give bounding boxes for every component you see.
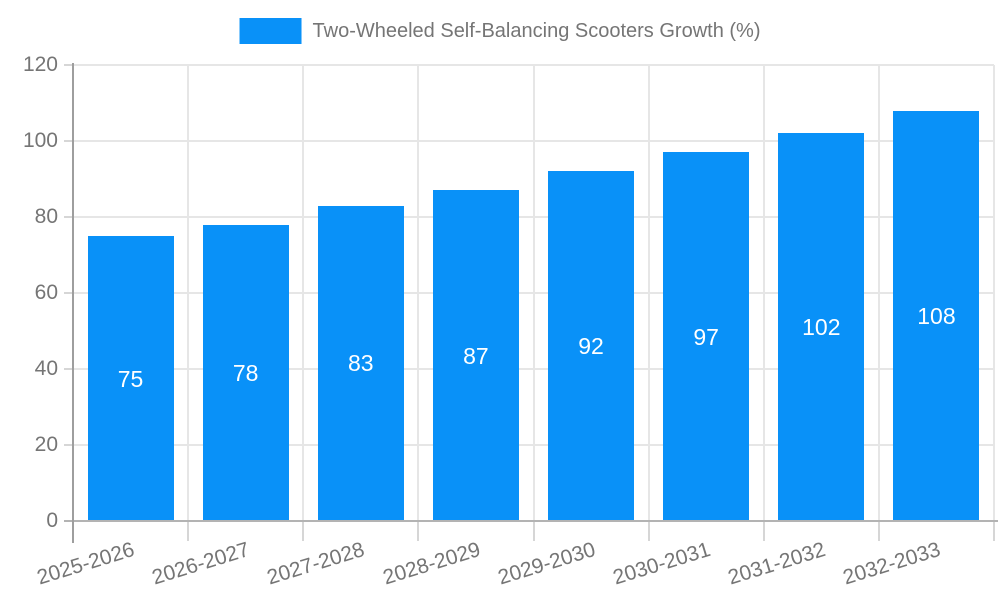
x-tick <box>647 521 650 541</box>
y-tick-label: 40 <box>34 357 58 380</box>
x-tick-label: 2030-2031 <box>610 538 713 590</box>
x-tick <box>993 521 995 541</box>
bar[interactable] <box>87 236 174 521</box>
x-gridline <box>302 65 305 521</box>
x-gridline <box>647 65 650 521</box>
bar[interactable] <box>778 133 865 521</box>
y-tick-label: 0 <box>46 509 58 532</box>
x-tick <box>187 521 190 541</box>
x-gridline <box>762 65 765 521</box>
y-axis-line <box>72 63 74 543</box>
bar-value-label: 75 <box>117 365 144 392</box>
x-gridline <box>993 65 995 521</box>
x-tick-label: 2027-2028 <box>264 538 368 590</box>
bar-value-label: 92 <box>578 333 604 360</box>
x-tick-label: 2025-2026 <box>34 538 138 590</box>
x-gridline <box>417 65 420 521</box>
y-tick <box>64 64 73 66</box>
x-tick-label: 2028-2029 <box>379 538 483 590</box>
bar-value-label: 102 <box>802 314 841 341</box>
y-tick-label: 100 <box>22 129 58 152</box>
bar[interactable] <box>548 171 635 521</box>
legend[interactable]: Two-Wheeled Self-Balancing Scooters Grow… <box>239 18 761 44</box>
bar[interactable] <box>202 224 289 521</box>
bar-value-label: 108 <box>917 302 956 329</box>
y-tick <box>64 368 73 370</box>
y-tick-label: 120 <box>22 53 58 76</box>
legend-label: Two-Wheeled Self-Balancing Scooters Grow… <box>312 19 761 42</box>
bar-value-label: 83 <box>348 350 374 377</box>
x-axis-line <box>64 520 998 522</box>
y-tick-label: 60 <box>34 281 58 304</box>
bar[interactable] <box>893 110 980 521</box>
x-gridline <box>532 65 535 521</box>
legend-swatch-icon <box>239 18 302 44</box>
bar[interactable] <box>432 190 519 521</box>
x-tick-label: 2026-2027 <box>149 538 253 590</box>
bar-value-label: 87 <box>463 342 489 369</box>
y-tick <box>64 140 73 142</box>
x-tick <box>762 521 765 541</box>
x-tick <box>532 521 535 541</box>
y-tick <box>64 216 73 218</box>
x-tick-label: 2029-2030 <box>495 538 598 590</box>
y-tick <box>64 292 73 294</box>
x-tick-label: 2032-2033 <box>840 538 944 590</box>
y-tick-label: 80 <box>34 205 58 228</box>
bar[interactable] <box>663 152 750 521</box>
bar-value-label: 97 <box>693 323 719 350</box>
y-tick <box>64 444 73 446</box>
x-tick <box>877 521 880 541</box>
x-gridline <box>877 65 880 521</box>
x-tick-label: 2031-2032 <box>725 538 829 590</box>
x-tick <box>417 521 420 541</box>
x-tick <box>302 521 305 541</box>
x-gridline <box>187 65 190 521</box>
bar-value-label: 78 <box>232 359 259 386</box>
bar[interactable] <box>317 205 404 521</box>
y-tick-label: 20 <box>34 433 58 456</box>
